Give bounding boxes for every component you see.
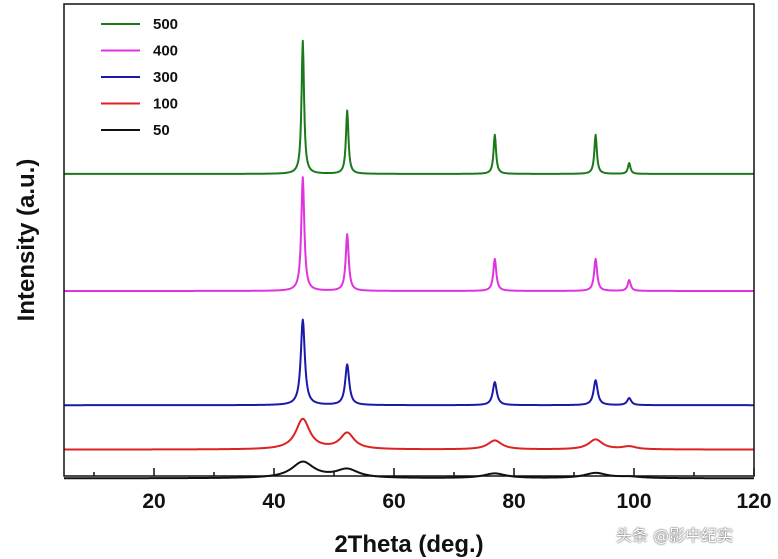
legend: 500 400 300 100 50 bbox=[101, 16, 178, 139]
legend-label-50: 50 bbox=[153, 122, 170, 139]
axis-layer: 20 40 60 80 100 120 bbox=[93, 468, 772, 513]
series-line-50 bbox=[63, 460, 755, 480]
legend-label-100: 100 bbox=[153, 96, 178, 113]
y-axis-title: Intensity (a.u.) bbox=[13, 159, 40, 322]
plot-area bbox=[64, 4, 754, 476]
series-line-500 bbox=[63, 39, 755, 175]
series-line-100 bbox=[63, 417, 755, 451]
legend-label-500: 500 bbox=[153, 16, 178, 33]
legend-label-400: 400 bbox=[153, 43, 178, 60]
x-tick-label: 80 bbox=[502, 490, 525, 513]
x-tick-label: 20 bbox=[142, 490, 165, 513]
legend-label-300: 300 bbox=[153, 69, 178, 86]
watermark: 头条 @影中纪实 bbox=[616, 526, 734, 545]
x-tick-label: 60 bbox=[382, 490, 405, 513]
x-tick-label: 120 bbox=[736, 490, 771, 513]
x-tick-label: 40 bbox=[262, 490, 285, 513]
x-axis-title: 2Theta (deg.) bbox=[334, 531, 483, 558]
plot-frame bbox=[63, 3, 755, 477]
series-line-400 bbox=[63, 176, 755, 292]
series-layer bbox=[63, 39, 755, 480]
x-tick-label: 100 bbox=[616, 490, 651, 513]
series-line-300 bbox=[63, 318, 755, 407]
